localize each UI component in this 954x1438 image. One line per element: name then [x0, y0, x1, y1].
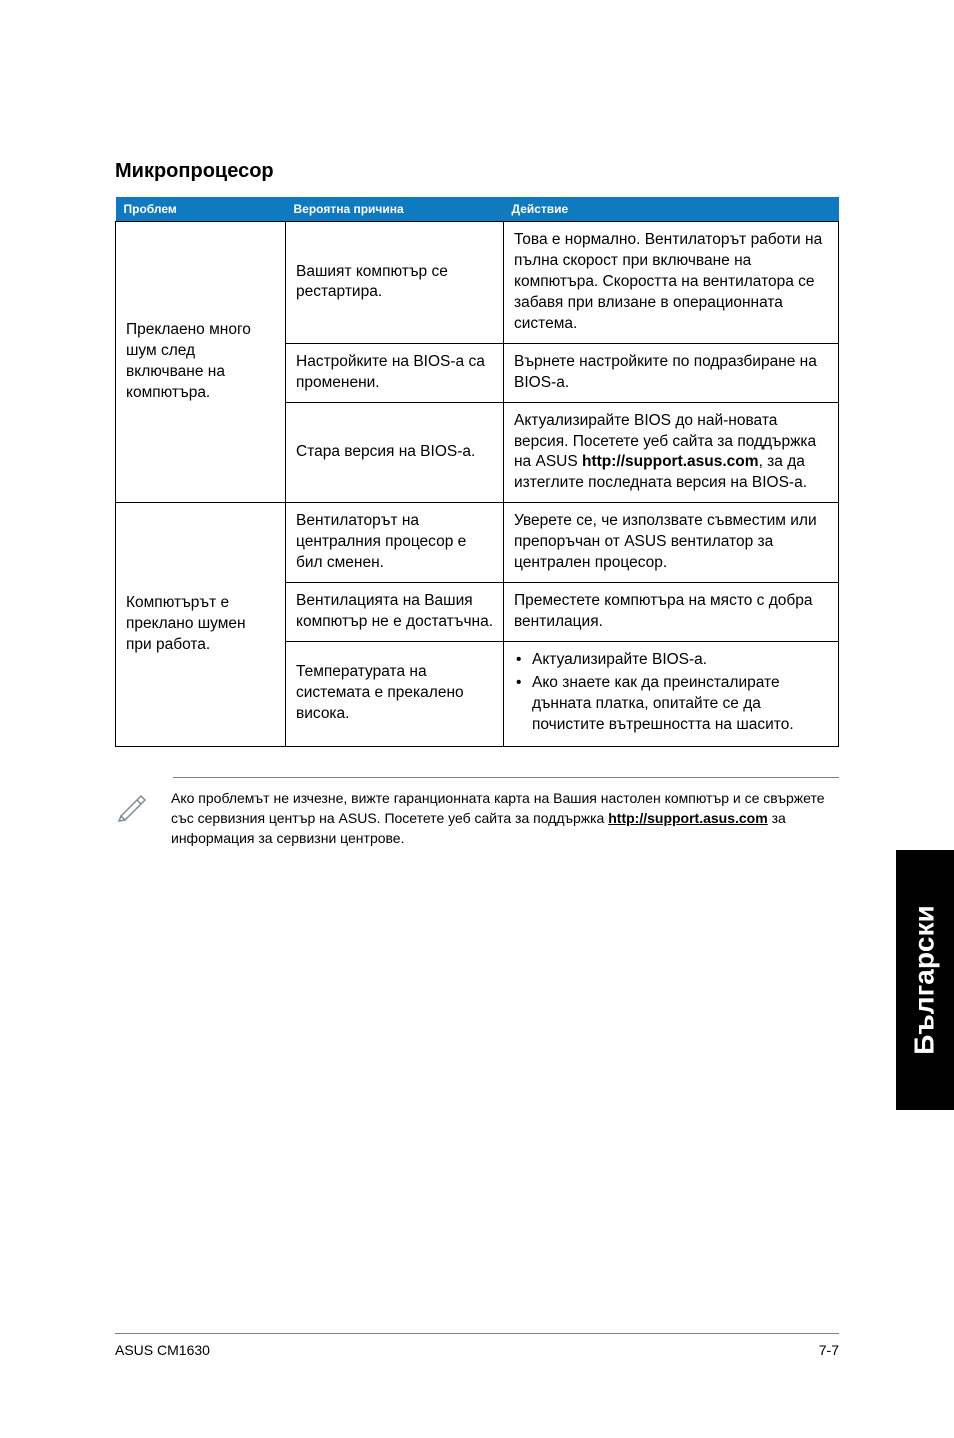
cell-problem: Преклаено много шум след включване на ко…	[116, 222, 286, 503]
cell-action: Върнете настройките по подразбиране на B…	[504, 343, 839, 402]
language-side-tab: Български	[896, 850, 954, 1110]
cell-action: Актуализирайте BIOS до най-новата версия…	[504, 402, 839, 503]
note-link: http://support.asus.com	[608, 810, 767, 826]
footer-left: ASUS CM1630	[115, 1342, 210, 1358]
th-problem: Проблем	[116, 197, 286, 222]
cell-problem: Компютърът е преклано шумен при работа.	[116, 503, 286, 746]
th-cause: Вероятна причина	[286, 197, 504, 222]
action-list-item: Ако знаете как да преинсталирате дънната…	[516, 673, 828, 736]
action-list-item: Актуализирайте BIOS-а.	[516, 650, 828, 671]
section-title: Микропроцесор	[115, 160, 839, 183]
cell-action: Това е нормално. Вентилаторът работи на …	[504, 222, 839, 344]
page-footer: ASUS CM1630 7-7	[115, 1333, 839, 1358]
footer-right: 7-7	[819, 1342, 839, 1358]
cell-cause: Вентилацията на Вашия компютър не е дост…	[286, 583, 504, 642]
note-text: Ако проблемът не изчезне, вижте гаранцио…	[171, 788, 839, 849]
table-row: Компютърът е преклано шумен при работа. …	[116, 503, 839, 583]
cell-action: Уверете се, че използвате съвместим или …	[504, 503, 839, 583]
pencil-svg	[119, 796, 145, 821]
cell-cause: Температурата на системата е прекалено в…	[286, 641, 504, 746]
cell-cause: Вашият компютър се рестартира.	[286, 222, 504, 344]
cell-action: Преместете компютъра на място с добра ве…	[504, 583, 839, 642]
cell-cause: Настройките на BIOS-а са променени.	[286, 343, 504, 402]
side-tab-label: Български	[909, 905, 941, 1054]
cell-cause: Стара версия на BIOS-а.	[286, 402, 504, 503]
note-block: Ако проблемът не изчезне, вижте гаранцио…	[115, 777, 839, 849]
pencil-icon	[115, 788, 153, 827]
th-action: Действие	[504, 197, 839, 222]
cell-cause: Вентилаторът на централния процесор е би…	[286, 503, 504, 583]
footer-rule	[115, 1333, 839, 1334]
note-rule	[173, 777, 839, 778]
table-row: Преклаено много шум след включване на ко…	[116, 222, 839, 344]
action-list: Актуализирайте BIOS-а. Ако знаете как да…	[514, 650, 828, 736]
troubleshoot-table: Проблем Вероятна причина Действие Прекла…	[115, 197, 839, 747]
action-link-bold: http://support.asus.com	[582, 453, 759, 470]
cell-action: Актуализирайте BIOS-а. Ако знаете как да…	[504, 641, 839, 746]
